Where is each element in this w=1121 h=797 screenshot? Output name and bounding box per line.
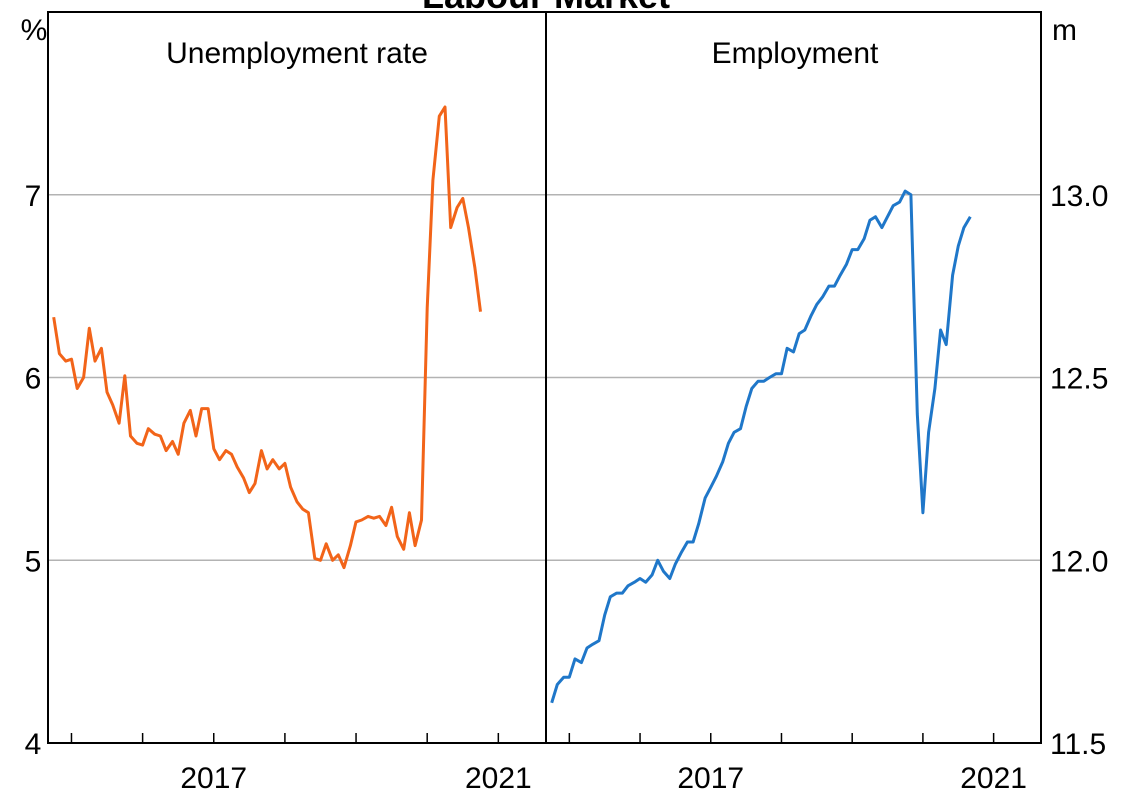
left-y-tick-label: 4 — [25, 728, 42, 761]
y-axis-tick-labels: 4 5 6 7 11.5 12.0 12.5 13.0 — [25, 180, 1109, 761]
plot-frame — [47, 11, 1042, 744]
right-y-tick-label: 12.5 — [1050, 363, 1108, 396]
right-y-tick-label: 11.5 — [1050, 728, 1106, 761]
x-tick-label: 2021 — [960, 762, 1027, 795]
right-axis-unit: m — [1052, 14, 1077, 47]
right-y-tick-label: 13.0 — [1050, 180, 1108, 213]
x-tick-label: 2017 — [677, 762, 744, 795]
left-axis-unit: % — [21, 14, 48, 47]
x-tick-label: 2021 — [465, 762, 532, 795]
left-y-tick-label: 6 — [25, 363, 42, 396]
series-line-unemployment-rate — [52, 105, 482, 570]
panel-title-employment: Employment — [712, 37, 879, 70]
series-line-employment — [550, 189, 972, 704]
left-y-tick-label: 5 — [25, 545, 42, 578]
left-y-tick-label: 7 — [25, 180, 42, 213]
x-tick-label: 2017 — [180, 762, 247, 795]
panel-title-unemployment-rate: Unemployment rate — [166, 37, 428, 70]
grid-lines — [48, 194, 1041, 561]
right-y-tick-label: 12.0 — [1050, 545, 1108, 578]
x-axis-ticks: 2017 2021 2017 2021 — [70, 733, 1027, 795]
